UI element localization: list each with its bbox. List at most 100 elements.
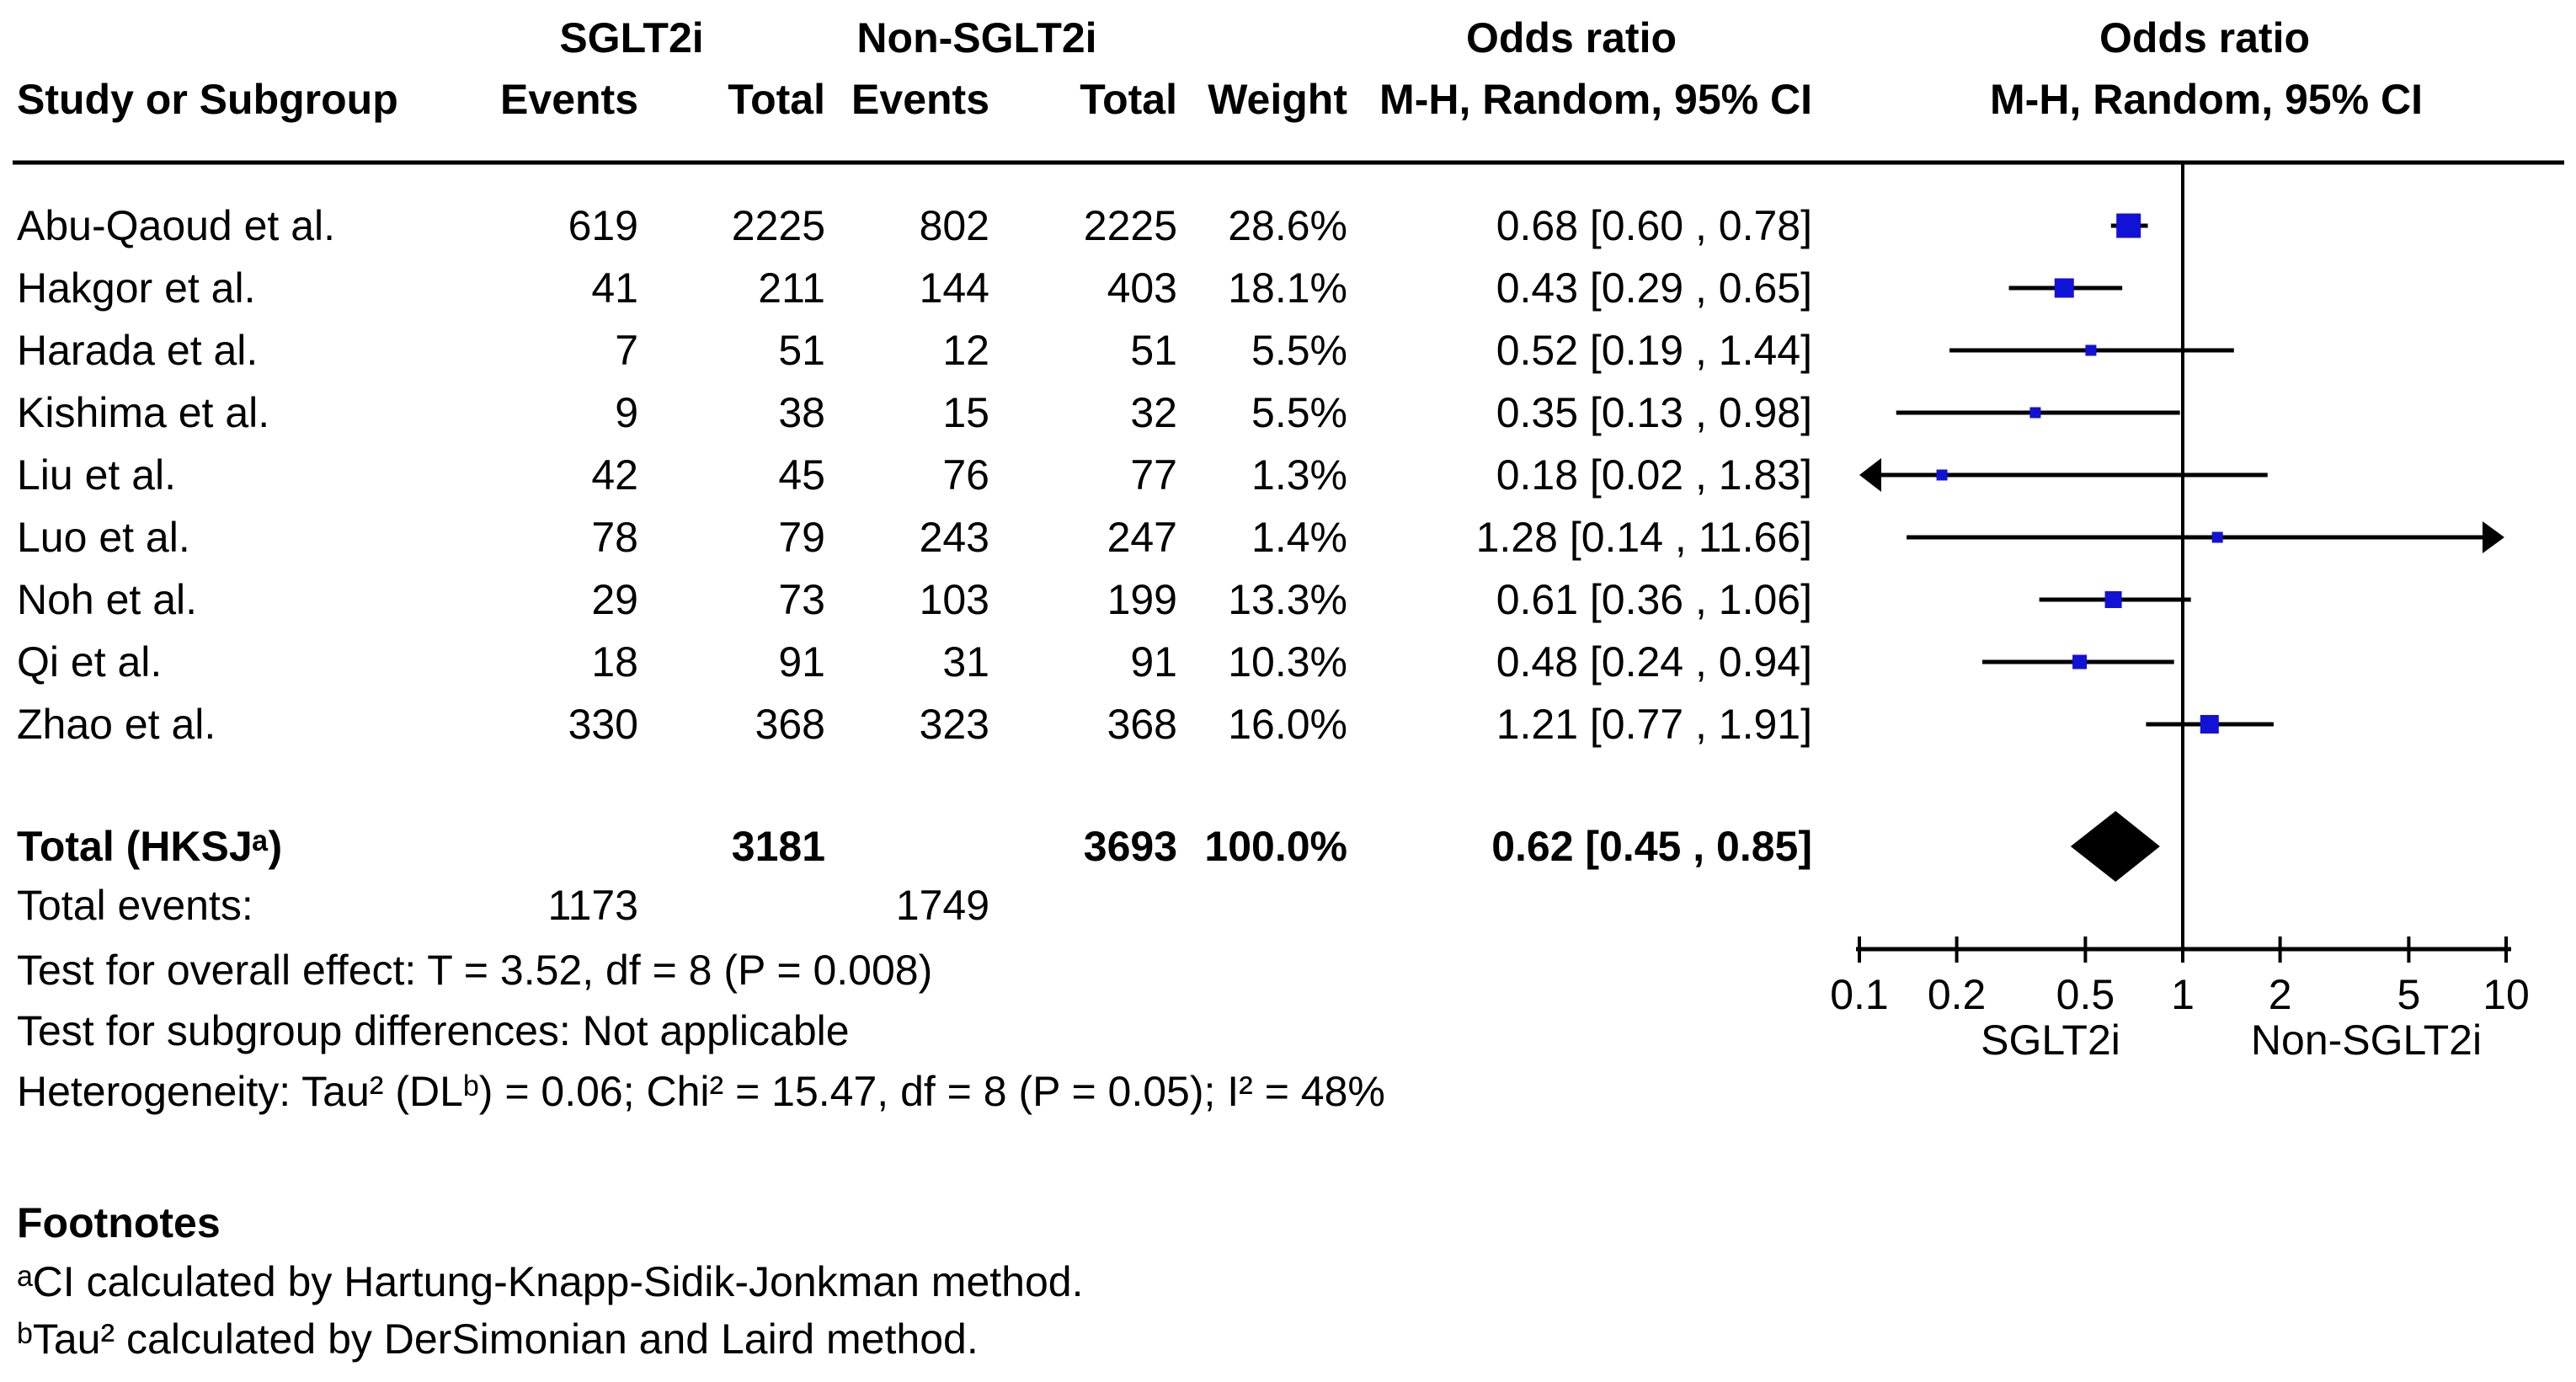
axis-tick-label: 0.5: [2056, 971, 2115, 1018]
study-events-non-sglt2i: 802: [919, 202, 989, 249]
study-or-ci: 0.68 [0.60 , 0.78]: [1496, 202, 1812, 249]
study-weight: 18.1%: [1228, 264, 1347, 312]
study-events-non-sglt2i: 243: [919, 514, 989, 561]
or-marker: [1936, 469, 1948, 481]
study-or-ci: 0.43 [0.29 , 0.65]: [1496, 264, 1812, 312]
study-name: Kishima et al.: [17, 389, 270, 436]
study-name: Harada et al.: [17, 327, 259, 374]
study-events-non-sglt2i: 12: [942, 327, 989, 374]
or-marker: [2085, 344, 2097, 356]
study-events-non-sglt2i: 144: [919, 264, 989, 312]
col-header-total-non-sglt2i: Total: [1080, 76, 1177, 123]
study-weight: 5.5%: [1251, 327, 1347, 374]
axis-tick-label: 2: [2269, 971, 2292, 1018]
study-events-non-sglt2i: 31: [942, 638, 989, 686]
clip-arrow-left: [1859, 458, 1881, 492]
study-events-sglt2i: 619: [568, 202, 638, 249]
heterogeneity-text: Heterogeneity: Tau² (DLᵇ) = 0.06; Chi² =…: [17, 1068, 1385, 1115]
study-weight: 10.3%: [1228, 638, 1347, 686]
odds-ratio-plot-title: Odds ratio: [2099, 14, 2311, 61]
col-header-mh-ci: M-H, Random, 95% CI: [1379, 76, 1812, 123]
total-events-non-sglt2i: 1749: [895, 882, 989, 929]
study-weight: 5.5%: [1251, 389, 1347, 436]
summary-diamond: [2070, 811, 2160, 882]
col-header-weight: Weight: [1208, 76, 1347, 123]
or-marker: [2211, 531, 2223, 543]
study-or-ci: 0.48 [0.24 , 0.94]: [1496, 638, 1812, 686]
total-row-ci: 0.62 [0.45 , 0.85]: [1491, 823, 1812, 870]
study-name: Liu et al.: [17, 451, 177, 499]
or-marker: [2116, 213, 2141, 238]
col-header-total-sglt2i: Total: [728, 76, 825, 123]
or-marker: [2072, 654, 2088, 670]
study-total-sglt2i: 73: [778, 576, 825, 623]
study-events-non-sglt2i: 323: [919, 701, 989, 748]
study-total-non-sglt2i: 51: [1130, 327, 1177, 374]
study-events-sglt2i: 41: [591, 264, 638, 312]
study-or-ci: 0.18 [0.02 , 1.83]: [1496, 451, 1812, 499]
study-total-non-sglt2i: 247: [1107, 514, 1177, 561]
study-total-non-sglt2i: 2225: [1083, 202, 1177, 249]
study-total-sglt2i: 2225: [731, 202, 825, 249]
study-total-non-sglt2i: 199: [1107, 576, 1177, 623]
or-marker: [2054, 278, 2074, 298]
or-marker: [2104, 591, 2122, 608]
subgroup-differences-text: Test for subgroup differences: Not appli…: [17, 1007, 850, 1054]
study-name: Abu-Qaoud et al.: [17, 202, 336, 249]
study-or-ci: 1.28 [0.14 , 11.66]: [1475, 514, 1812, 561]
study-total-sglt2i: 38: [778, 389, 825, 436]
axis-tick-label: 10: [2483, 971, 2530, 1018]
study-total-sglt2i: 51: [778, 327, 825, 374]
study-total-non-sglt2i: 403: [1107, 264, 1177, 312]
plot-header-mh-ci: M-H, Random, 95% CI: [1990, 76, 2423, 123]
col-header-events-sglt2i: Events: [500, 76, 638, 123]
study-events-sglt2i: 7: [615, 327, 638, 374]
study-or-ci: 0.61 [0.36 , 1.06]: [1496, 576, 1812, 623]
study-or-ci: 0.35 [0.13 , 0.98]: [1496, 389, 1812, 436]
col-header-study: Study or Subgroup: [17, 76, 398, 123]
study-weight: 1.4%: [1251, 514, 1347, 561]
clip-arrow-right: [2483, 521, 2504, 553]
study-name: Hakgor et al.: [17, 264, 256, 312]
study-total-non-sglt2i: 91: [1130, 638, 1177, 686]
axis-tick-label: 1: [2171, 971, 2195, 1018]
study-total-sglt2i: 45: [778, 451, 825, 499]
study-events-non-sglt2i: 103: [919, 576, 989, 623]
study-name: Luo et al.: [17, 514, 190, 561]
study-weight: 16.0%: [1228, 701, 1347, 748]
study-events-sglt2i: 29: [591, 576, 638, 623]
study-events-sglt2i: 330: [568, 701, 638, 748]
axis-tick-label: 0.1: [1830, 971, 1889, 1018]
axis-label-sglt2i: SGLT2i: [1981, 1016, 2120, 1064]
overall-effect-test-text: Test for overall effect: T = 3.52, df = …: [17, 947, 933, 994]
study-events-sglt2i: 18: [591, 638, 638, 686]
axis-tick-label: 0.2: [1928, 971, 1987, 1018]
group-header-non-sglt2i: Non-SGLT2i: [856, 14, 1097, 61]
study-weight: 1.3%: [1251, 451, 1347, 499]
total-row-weight: 100.0%: [1204, 823, 1347, 870]
footnotes-title: Footnotes: [17, 1199, 221, 1246]
total-events-sglt2i: 1173: [547, 882, 638, 929]
total-row-total-non-sglt2i: 3693: [1083, 823, 1177, 870]
study-name: Noh et al.: [17, 576, 198, 623]
footnote-a: ᵃCI calculated by Hartung-Knapp-Sidik-Jo…: [17, 1258, 1084, 1305]
study-events-non-sglt2i: 76: [942, 451, 989, 499]
study-name: Zhao et al.: [17, 701, 216, 748]
group-header-sglt2i: SGLT2i: [559, 14, 704, 61]
total-row-label: Total (HKSJᵃ): [17, 823, 283, 870]
axis-tick-label: 5: [2397, 971, 2420, 1018]
or-marker: [2029, 407, 2041, 419]
col-header-events-non-sglt2i: Events: [851, 76, 989, 123]
axis-label-non-sglt2i: Non-SGLT2i: [2251, 1016, 2482, 1064]
study-total-sglt2i: 368: [755, 701, 825, 748]
study-total-sglt2i: 211: [758, 264, 825, 312]
study-weight: 28.6%: [1228, 202, 1347, 249]
study-total-sglt2i: 79: [778, 514, 825, 561]
study-name: Qi et al.: [17, 638, 163, 686]
study-or-ci: 1.21 [0.77 , 1.91]: [1496, 701, 1812, 748]
study-total-sglt2i: 91: [778, 638, 825, 686]
odds-ratio-column-title: Odds ratio: [1465, 14, 1677, 61]
total-events-label: Total events:: [17, 882, 253, 929]
study-events-sglt2i: 9: [615, 389, 638, 436]
study-total-non-sglt2i: 368: [1107, 701, 1177, 748]
